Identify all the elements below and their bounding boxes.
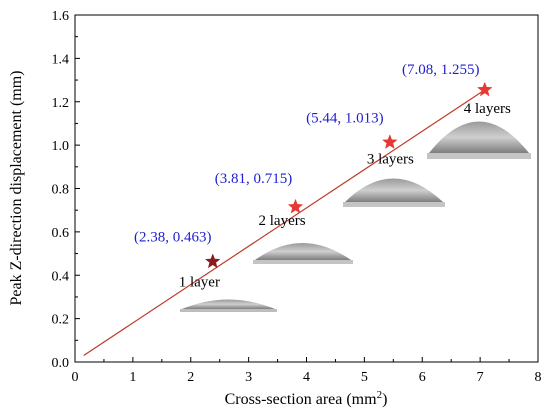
y-tick-label: 1.4 bbox=[52, 52, 70, 67]
data-point-star bbox=[204, 253, 221, 269]
x-tick-label: 8 bbox=[535, 370, 542, 385]
x-tick-label: 1 bbox=[129, 370, 136, 385]
data-point-star bbox=[382, 134, 398, 149]
bead-image-4-layers bbox=[427, 121, 531, 159]
bead-image-2-layers bbox=[253, 243, 353, 264]
x-tick-label: 5 bbox=[361, 370, 368, 385]
x-axis-ticks: 0 1 2 3 4 5 6 7 8 bbox=[72, 357, 542, 385]
x-tick-label: 3 bbox=[245, 370, 252, 385]
point-coordinate-label: (2.38, 0.463) bbox=[134, 230, 212, 246]
y-axis-title: Peak Z-direction displacement (mm) bbox=[8, 70, 25, 305]
bead-image-1-layer bbox=[180, 299, 277, 312]
x-axis-title: Cross-section area (mm2) bbox=[225, 389, 388, 408]
point-labels: (2.38, 0.463) (3.81, 0.715) (5.44, 1.013) (… bbox=[134, 62, 480, 246]
y-tick-label: 0.6 bbox=[52, 226, 70, 241]
y-tick-label: 0.0 bbox=[52, 356, 70, 371]
y-axis-ticks: 0.0 0.2 0.4 0.6 0.8 1.0 1.2 1.4 1.6 bbox=[52, 9, 80, 371]
data-point-star bbox=[287, 198, 304, 214]
y-tick-label: 0.4 bbox=[52, 269, 70, 284]
fit-line bbox=[83, 89, 486, 356]
y-tick-label: 1.0 bbox=[52, 139, 70, 154]
y-tick-label: 1.6 bbox=[52, 9, 70, 24]
x-tick-label: 4 bbox=[303, 370, 310, 385]
y-tick-label: 0.2 bbox=[52, 313, 70, 328]
point-coordinate-label: (5.44, 1.013) bbox=[306, 110, 384, 126]
y-tick-label: 1.2 bbox=[52, 96, 70, 111]
layer-count-label: 4 layers bbox=[464, 101, 511, 117]
x-tick-label: 7 bbox=[477, 370, 484, 385]
data-point-star bbox=[476, 81, 493, 97]
layer-labels: 1 layer 2 layers 3 layers 4 layers bbox=[179, 101, 511, 291]
layer-count-label: 3 layers bbox=[367, 151, 414, 167]
data-markers bbox=[204, 81, 493, 269]
point-coordinate-label: (7.08, 1.255) bbox=[402, 62, 480, 78]
layer-count-label: 1 layer bbox=[179, 275, 220, 291]
layer-count-label: 2 layers bbox=[259, 213, 306, 229]
y-tick-label: 0.8 bbox=[52, 183, 70, 198]
bead-image-3-layers bbox=[343, 178, 445, 207]
point-coordinate-label: (3.81, 0.715) bbox=[215, 171, 293, 187]
x-tick-label: 2 bbox=[187, 370, 194, 385]
x-tick-label: 0 bbox=[72, 370, 79, 385]
x-tick-label: 6 bbox=[419, 370, 426, 385]
